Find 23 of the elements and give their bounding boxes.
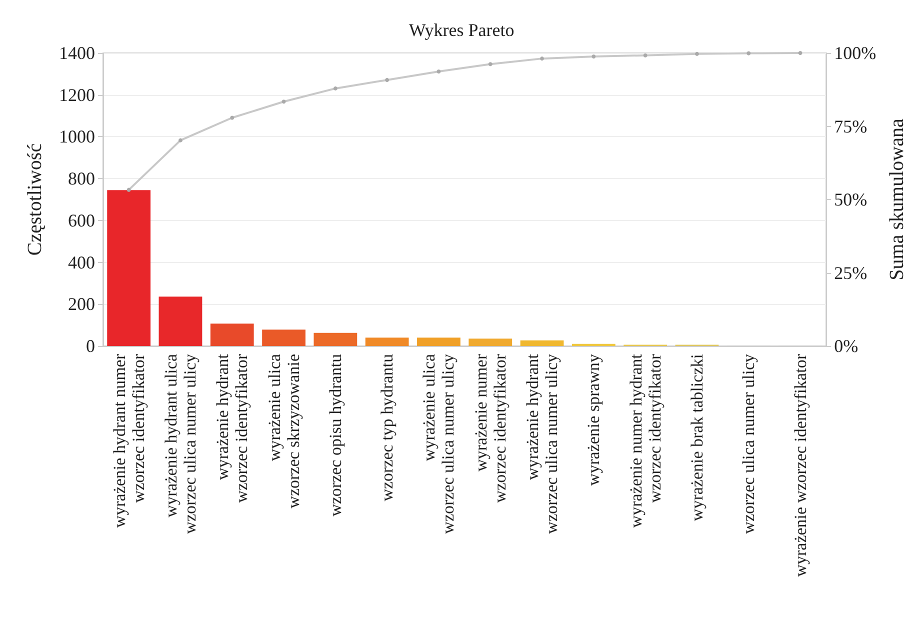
y2-tick-label: 100% — [834, 43, 876, 63]
y2-tick-label: 25% — [834, 262, 868, 283]
y-tick-label: 600 — [68, 210, 95, 230]
y2-tick-label: 50% — [834, 190, 868, 210]
y2-tick-label: 0% — [834, 336, 858, 356]
y-axis-title: Częstotliwość — [24, 143, 46, 256]
x-tick-label: wzorzec typ hydrantu — [378, 354, 397, 502]
y-tick-label: 400 — [68, 252, 95, 272]
y-tick-label: 200 — [68, 294, 95, 314]
x-tick-label: wyrażenie wzorzec identyfikator — [790, 354, 810, 577]
y-tick-label: 0 — [86, 336, 95, 356]
x-tick-label: wyrażenie sprawny — [584, 354, 604, 486]
x-tick-label: wzorzec ulica numer ulicy — [739, 354, 758, 534]
x-tick-label: wzorzec opisu hydrantu — [326, 354, 345, 516]
chart-title: Wykres Pareto — [408, 20, 514, 40]
y2-tick-label: 75% — [834, 116, 868, 136]
y-tick-label: 800 — [68, 168, 95, 189]
x-tick-label: wyrażenie hydrant numer wzorzec identyfikator — [110, 354, 148, 528]
y-tick-label: 1200 — [59, 84, 95, 105]
x-tick-label: wyrażenie brak tabliczki — [687, 354, 706, 522]
y2-axis-title: Suma skumulowana — [886, 118, 908, 280]
y-tick-label: 1000 — [59, 126, 95, 147]
y-tick-label: 1400 — [59, 43, 95, 63]
